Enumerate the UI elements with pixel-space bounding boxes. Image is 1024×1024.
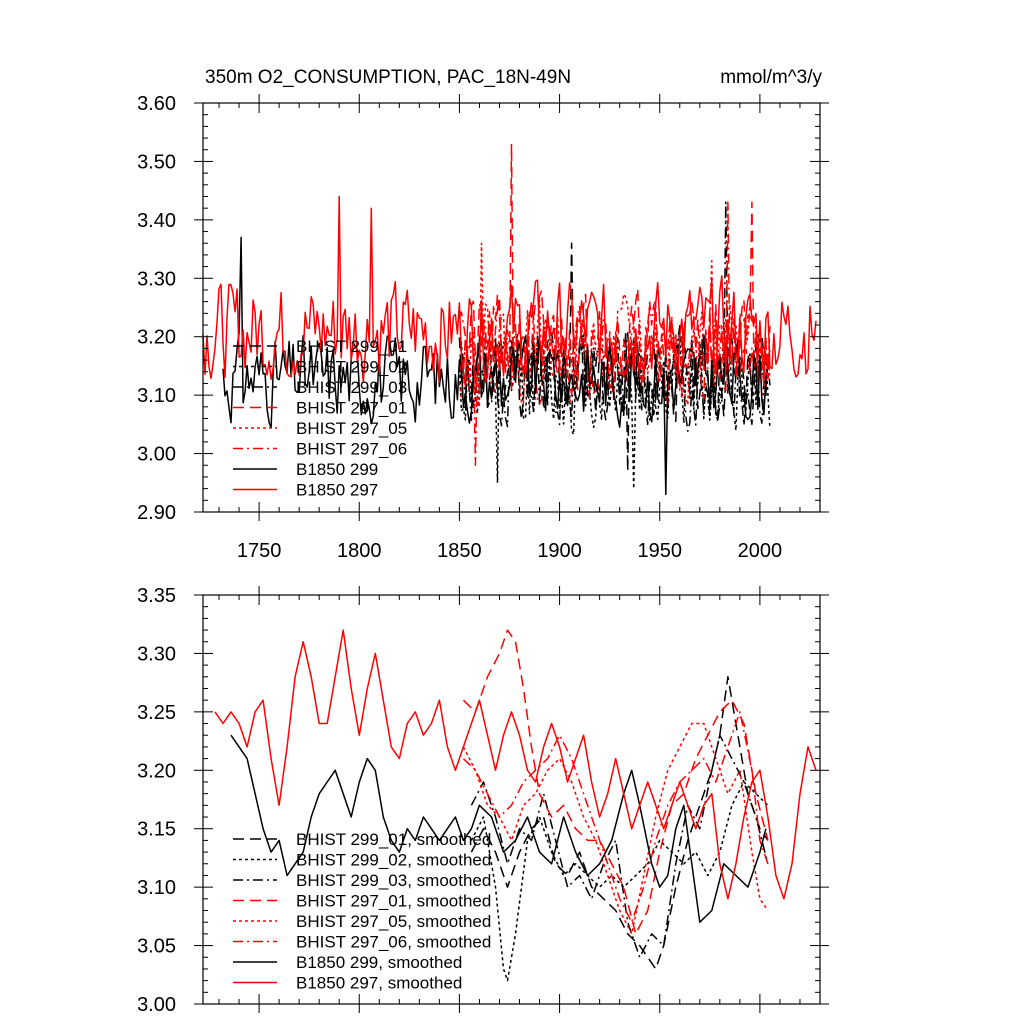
legend-label-b1850-299-smoothed: B1850 299, smoothed [296, 953, 462, 972]
legend-label-b1850-297: B1850 297 [296, 481, 378, 500]
x-tick-label: 1950 [637, 540, 682, 562]
y-tick-label: 3.10 [137, 385, 176, 407]
series-line-b1850-297-smoothed [214, 629, 817, 900]
series-line-b1850-299 [222, 236, 767, 496]
x-tick-label: 2000 [738, 540, 783, 562]
x-tick-label: 1800 [337, 540, 382, 562]
legend-label-bhist-297-06: BHIST 297_06 [296, 440, 407, 459]
top-panel: 350m O2_CONSUMPTION, PAC_18N-49N mmol/m^… [137, 67, 829, 562]
y-tick-label: 3.05 [137, 936, 176, 958]
y-tick-label: 3.00 [137, 994, 176, 1016]
y-tick-label: 3.40 [137, 210, 176, 232]
units-label: mmol/m^3/y [720, 67, 822, 88]
series-line-bhist-299-03 [458, 201, 771, 432]
legend-label-bhist-297-05-smoothed: BHIST 297_05, smoothed [296, 912, 491, 931]
y-tick-label: 2.90 [137, 502, 176, 524]
legend-label-bhist-299-01-smoothed: BHIST 299_01, smoothed [296, 830, 491, 849]
legend-label-bhist-297-06-smoothed: BHIST 297_06, smoothed [296, 933, 491, 952]
x-tick-label: 1900 [537, 540, 582, 562]
series-line-b1850-297 [202, 195, 817, 388]
bottom-series-group [214, 629, 817, 982]
y-tick-label: 3.30 [137, 643, 176, 665]
x-tick-label: 1750 [237, 540, 282, 562]
legend-label-b1850-299: B1850 299 [296, 460, 378, 479]
series-line-bhist-297-05-smoothed [462, 722, 769, 935]
series-line-bhist-299-01-smoothed [470, 676, 769, 970]
y-tick-label: 3.35 [137, 585, 176, 607]
top-plot-frame [202, 102, 821, 513]
legend-label-bhist-299-02-smoothed: BHIST 299_02, smoothed [296, 851, 491, 870]
legend-label-bhist-299-02: BHIST 299_02 [296, 358, 407, 377]
y-tick-label: 3.20 [137, 760, 176, 782]
top-series-group [202, 143, 817, 496]
bottom-panel: 3.00 3.05 3.10 3.15 3.20 3.25 3.30 3.35 BHIST 2… [137, 585, 829, 1016]
bottom-plot-frame [202, 594, 821, 1005]
y-tick-label: 3.20 [137, 327, 176, 349]
y-tick-label: 3.25 [137, 702, 176, 724]
y-tick-label: 3.10 [137, 877, 176, 899]
bottom-legend: BHIST 299_01, smoothed BHIST 299_02, smoo… [233, 830, 491, 993]
legend-label-bhist-299-03: BHIST 299_03 [296, 378, 407, 397]
bottom-axis-ticks: 3.00 3.05 3.10 3.15 3.20 3.25 3.30 3.35 [137, 585, 829, 1016]
y-tick-label: 3.00 [137, 444, 176, 466]
chart-title: 350m O2_CONSUMPTION, PAC_18N-49N [205, 67, 571, 88]
y-tick-label: 3.30 [137, 268, 176, 290]
series-line-b1850-299-smoothed [230, 734, 767, 923]
series-line-bhist-297-06-smoothed [462, 711, 769, 923]
legend-label-bhist-297-01: BHIST 297_01 [296, 399, 407, 418]
legend-label-bhist-299-01: BHIST 299_01 [296, 337, 407, 356]
legend-label-bhist-299-03-smoothed: BHIST 299_03, smoothed [296, 871, 491, 890]
top-axis-ticks: 1750 1800 1850 1900 1950 2000 2.90 3.00 3.10 3.20… [137, 93, 829, 562]
series-line-bhist-299-02-smoothed [470, 781, 769, 982]
y-tick-label: 3.50 [137, 151, 176, 173]
x-tick-label: 1850 [437, 540, 482, 562]
legend-label-bhist-297-05: BHIST 297_05 [296, 419, 407, 438]
legend-label-bhist-297-01-smoothed: BHIST 297_01, smoothed [296, 892, 491, 911]
y-tick-label: 3.15 [137, 819, 176, 841]
y-tick-label: 3.60 [137, 93, 176, 115]
legend-label-b1850-297-smoothed: B1850 297, smoothed [296, 974, 462, 993]
